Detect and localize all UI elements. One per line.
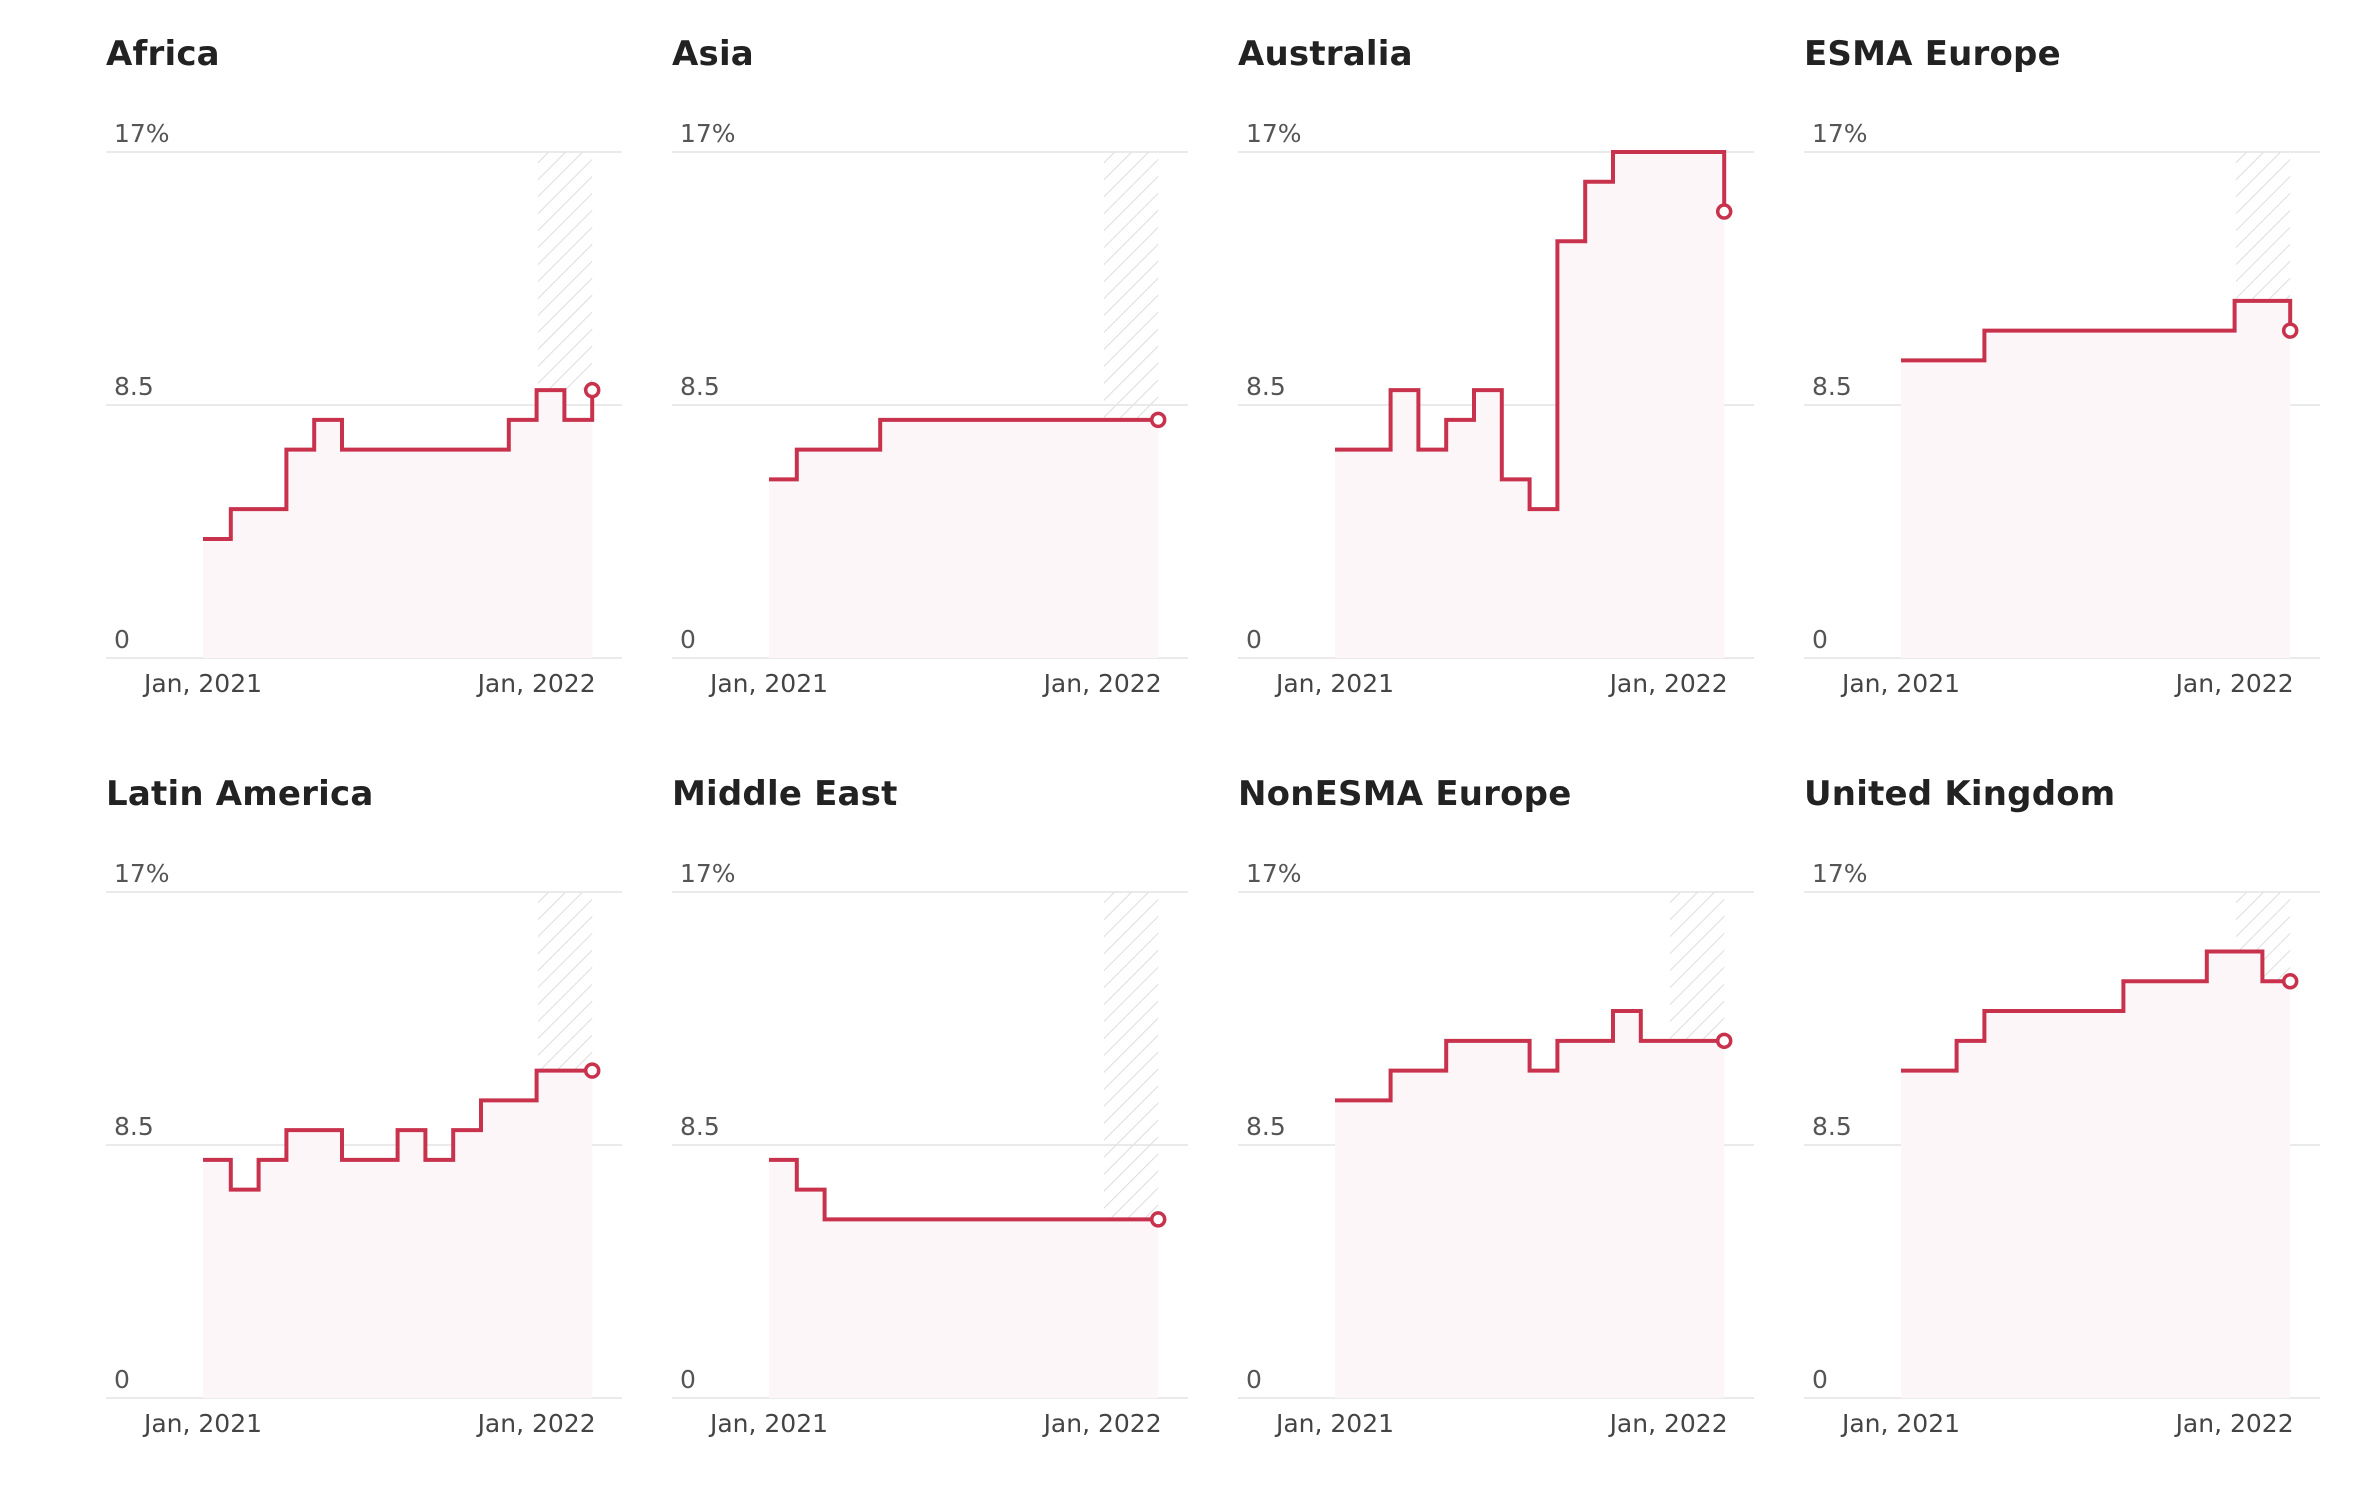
series-area [203, 390, 593, 658]
series-line [203, 388, 595, 541]
panel-title: Middle East [672, 774, 898, 814]
end-point-marker [1149, 411, 1167, 429]
y-tick-label: 17% [114, 859, 170, 888]
forecast-band [538, 152, 593, 391]
chart-svg: 17% 8.5 0 Jan, 2021 Jan, 2022 [1238, 119, 1754, 698]
forecast-band [538, 892, 593, 1071]
forecast-band [1104, 152, 1159, 420]
chart-panel-africa: Africa 17% 8.5 0 Jan, 2021 Jan, 2022 [106, 0, 646, 698]
y-tick-label: 0 [1246, 625, 1262, 654]
series-area [769, 1159, 1159, 1398]
panel-title: ESMA Europe [1804, 34, 2061, 74]
y-tick-label: 0 [680, 625, 696, 654]
panel-title: NonESMA Europe [1238, 774, 1572, 814]
chart-svg: 17% 8.5 0 Jan, 2021 Jan, 2022 [672, 859, 1188, 1438]
y-tick-label: 17% [680, 859, 736, 888]
panel-title: United Kingdom [1804, 774, 2116, 814]
x-tick-label: Jan, 2022 [1042, 669, 1162, 698]
chart-panel-united-kingdom: United Kingdom 17% 8.5 0 Jan, 2021 Jan, 2022 [1804, 740, 2344, 1438]
y-tick-label: 8.5 [1812, 1112, 1852, 1141]
series-area [1335, 1011, 1725, 1398]
x-tick-label: Jan, 2021 [142, 669, 262, 698]
x-tick-label: Jan, 2021 [708, 1409, 828, 1438]
y-tick-label: 0 [114, 1365, 130, 1394]
series-area [203, 1070, 593, 1398]
x-tick-label: Jan, 2022 [476, 1409, 596, 1438]
panel-title: Asia [672, 34, 754, 74]
chart-svg: 17% 8.5 0 Jan, 2021 Jan, 2022 [106, 859, 622, 1438]
x-tick-label: Jan, 2021 [1840, 669, 1960, 698]
x-tick-label: Jan, 2022 [1608, 669, 1728, 698]
chart-panel-middle-east: Middle East 17% 8.5 0 Jan, 2021 Jan, 2022 [672, 740, 1212, 1438]
forecast-band [1670, 892, 1725, 1041]
x-tick-label: Jan, 2022 [1608, 1409, 1728, 1438]
y-tick-label: 8.5 [1246, 1112, 1286, 1141]
x-tick-label: Jan, 2022 [2174, 1409, 2294, 1438]
y-tick-label: 8.5 [1812, 372, 1852, 401]
series-line [769, 417, 1159, 482]
chart-svg: 17% 8.5 0 Jan, 2021 Jan, 2022 [1804, 859, 2320, 1438]
chart-panel-asia: Asia 17% 8.5 0 Jan, 2021 Jan, 2022 [672, 0, 1212, 698]
chart-panel-esma-europe: ESMA Europe 17% 8.5 0 Jan, 2021 Jan, 2022 [1804, 0, 2344, 698]
series-line [769, 1157, 1159, 1222]
series-line [1335, 150, 1727, 512]
y-tick-label: 0 [1812, 1365, 1828, 1394]
y-tick-label: 17% [1246, 119, 1302, 148]
y-tick-label: 0 [114, 625, 130, 654]
series-area [1901, 951, 2291, 1398]
end-point-marker [2281, 973, 2299, 990]
x-tick-label: Jan, 2021 [708, 669, 828, 698]
end-point-marker [583, 381, 601, 399]
y-tick-label: 0 [1812, 625, 1828, 654]
series-line [1901, 298, 2293, 363]
series-line [1335, 1009, 1725, 1103]
panel-title: Latin America [106, 774, 374, 814]
y-tick-label: 0 [680, 1365, 696, 1394]
series-line [203, 1068, 593, 1192]
y-tick-label: 17% [1812, 119, 1868, 148]
x-tick-label: Jan, 2021 [1840, 1409, 1960, 1438]
series-area [1335, 152, 1725, 658]
panel-title: Africa [106, 34, 220, 74]
end-point-marker [1715, 203, 1733, 220]
series-area [1901, 300, 2291, 658]
x-tick-label: Jan, 2021 [1274, 669, 1394, 698]
end-point-marker [1715, 1032, 1733, 1050]
y-tick-label: 17% [680, 119, 736, 148]
y-tick-label: 17% [114, 119, 170, 148]
chart-panel-latin-america: Latin America 17% 8.5 0 Jan, 2021 Jan, 2022 [106, 740, 646, 1438]
chart-panel-nonesma-europe: NonESMA Europe 17% 8.5 0 Jan, 2021 Jan, 2022 [1238, 740, 1778, 1438]
y-tick-label: 8.5 [1246, 372, 1286, 401]
y-tick-label: 8.5 [680, 1112, 720, 1141]
end-point-marker [2281, 322, 2299, 339]
x-tick-label: Jan, 2022 [2174, 669, 2294, 698]
chart-svg: 17% 8.5 0 Jan, 2021 Jan, 2022 [672, 119, 1188, 698]
chart-panel-australia: Australia 17% 8.5 0 Jan, 2021 Jan, 2022 [1238, 0, 1778, 698]
chart-svg: 17% 8.5 0 Jan, 2021 Jan, 2022 [106, 119, 622, 698]
x-tick-label: Jan, 2021 [142, 1409, 262, 1438]
y-tick-label: 0 [1246, 1365, 1262, 1394]
y-tick-label: 8.5 [114, 1112, 154, 1141]
y-tick-label: 8.5 [114, 372, 154, 401]
y-tick-label: 8.5 [680, 372, 720, 401]
y-tick-label: 17% [1246, 859, 1302, 888]
series-area [769, 419, 1159, 658]
end-point-marker [1149, 1211, 1167, 1228]
chart-svg: 17% 8.5 0 Jan, 2021 Jan, 2022 [1238, 859, 1754, 1438]
x-tick-label: Jan, 2021 [1274, 1409, 1394, 1438]
x-tick-label: Jan, 2022 [1042, 1409, 1162, 1438]
x-tick-label: Jan, 2022 [476, 669, 596, 698]
panel-title: Australia [1238, 34, 1413, 74]
y-tick-label: 17% [1812, 859, 1868, 888]
chart-svg: 17% 8.5 0 Jan, 2021 Jan, 2022 [1804, 119, 2320, 698]
forecast-band [1104, 892, 1159, 1220]
series-line [1901, 949, 2291, 1073]
end-point-marker [583, 1062, 601, 1079]
